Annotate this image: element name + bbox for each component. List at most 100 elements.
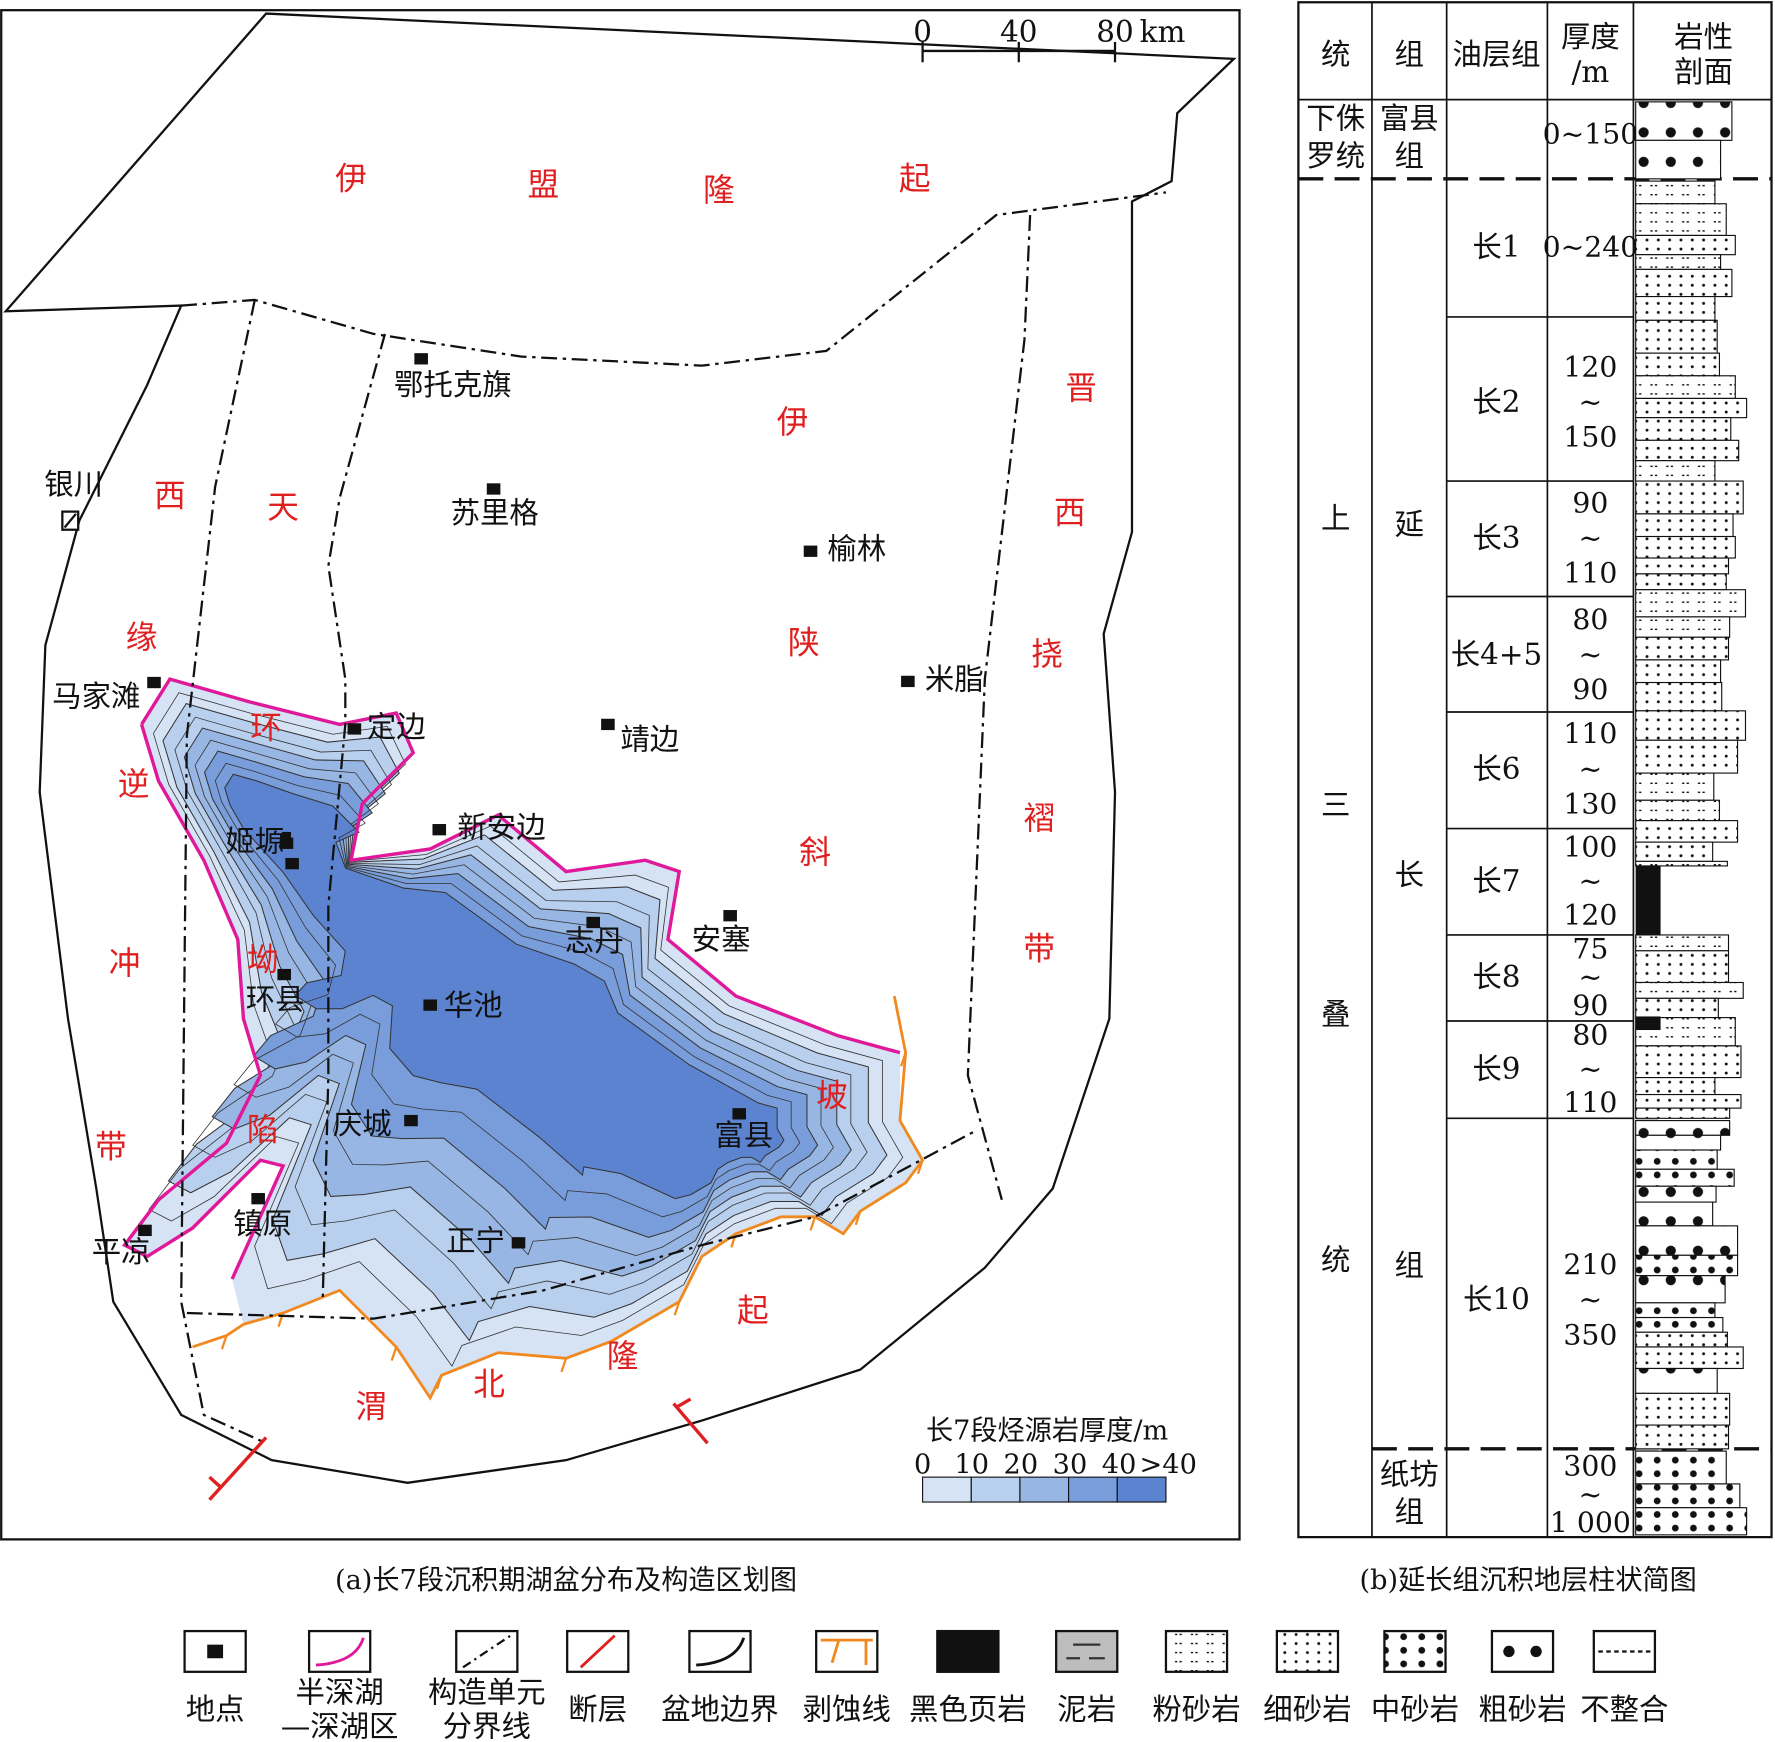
place-label: 安塞 xyxy=(692,923,751,957)
lithology-bed xyxy=(1635,535,1736,559)
erosion-tick xyxy=(560,1357,568,1373)
fault xyxy=(672,1402,709,1445)
lithology-bed xyxy=(1635,417,1732,441)
lithology-bed xyxy=(1635,557,1730,575)
fault-tick xyxy=(208,1475,222,1489)
oil-layer-label: 长10 xyxy=(1463,1283,1530,1317)
place-marker xyxy=(486,483,501,495)
lithology-bed xyxy=(1635,375,1736,399)
erosion-tick xyxy=(390,1346,398,1361)
thickness-label: 1 000 xyxy=(1550,1506,1631,1539)
thickness-tick-label: 0 xyxy=(914,1449,931,1480)
thickness-swatch xyxy=(1019,1476,1070,1503)
unit-boundary xyxy=(186,1130,975,1320)
place-marker xyxy=(277,968,291,981)
region-label: 坳 xyxy=(247,943,279,979)
region-label: 挠 xyxy=(1031,637,1063,673)
series-label: 上 xyxy=(1321,502,1350,536)
lithology-bed xyxy=(1635,139,1722,180)
thickness-label: 80 xyxy=(1572,603,1608,636)
lithology-bed xyxy=(1635,1346,1744,1370)
thickness-tick-label: 30 xyxy=(1053,1449,1088,1480)
lithology-bed xyxy=(1635,1149,1718,1170)
thickness-label: 150 xyxy=(1563,421,1617,454)
header: 厚度 xyxy=(1561,20,1620,54)
fault xyxy=(208,1436,268,1501)
place-marker xyxy=(147,676,161,689)
thickness-label: 120 xyxy=(1563,351,1617,384)
stratigraphic-column: 统组油层组厚度/m岩性剖面下侏罗统上三叠统富县组延长组纸坊组0~150长1 0~2… xyxy=(1298,2,1772,1596)
erosion-tick xyxy=(809,1216,817,1231)
legend-label: —深湖区 xyxy=(281,1709,399,1742)
lithology-bed xyxy=(1635,589,1747,618)
thickness-label: 110 xyxy=(1563,1086,1617,1119)
place-label: 银川 xyxy=(44,468,103,502)
thickness-swatch xyxy=(1116,1476,1167,1503)
thickness-legend-title: 长7段烃源岩厚度/m xyxy=(926,1415,1169,1446)
lithology-bed xyxy=(1635,1302,1716,1319)
scale-unit: km xyxy=(1140,15,1186,49)
thickness-label: ~ xyxy=(1579,386,1603,419)
place-label: 环县 xyxy=(246,983,305,1017)
header: 组 xyxy=(1395,38,1424,72)
thickness-label: 120 xyxy=(1563,898,1617,931)
place-marker xyxy=(281,831,291,848)
thickness-swatch xyxy=(922,1476,972,1503)
oil-layer-label: 长3 xyxy=(1472,521,1520,555)
region-label: 陷 xyxy=(247,1112,279,1148)
series-label: 下侏 xyxy=(1306,102,1365,136)
legend-symbol xyxy=(1383,1629,1447,1673)
lithology-bed xyxy=(1635,439,1740,462)
lithology-bed xyxy=(1635,1168,1735,1187)
place-marker xyxy=(723,910,737,922)
header: 油层组 xyxy=(1452,38,1540,72)
lithology-bed xyxy=(1635,1201,1714,1227)
unit-boundary xyxy=(966,215,1032,1201)
lithology-bed xyxy=(1635,480,1744,515)
legend-symbol xyxy=(1490,1629,1555,1673)
region-label: 逆 xyxy=(118,767,150,803)
region-label: 伊 xyxy=(335,162,367,198)
thickness-label: 350 xyxy=(1563,1318,1617,1351)
thickness-label: ~ xyxy=(1579,521,1603,554)
column-frame xyxy=(1297,1,1773,1539)
oil-layer-label: 长8 xyxy=(1472,960,1520,994)
lithology-bed xyxy=(1635,1424,1730,1450)
region-label: 北 xyxy=(473,1367,505,1403)
place-label: 华池 xyxy=(444,988,503,1022)
region-label: 冲 xyxy=(109,946,141,982)
thickness-label: 90 xyxy=(1572,989,1608,1022)
thickness-label: ~ xyxy=(1579,1052,1603,1085)
contour xyxy=(174,716,868,1310)
thickness-tick-label: 20 xyxy=(1004,1449,1039,1480)
thickness-label: ~ xyxy=(1579,638,1603,671)
lithology-bed xyxy=(1635,739,1739,774)
oil-layer-label: 长4+5 xyxy=(1451,638,1542,672)
lithology-bed xyxy=(1635,254,1722,270)
place-label: 镇原 xyxy=(233,1207,292,1241)
thickness-label: ~ xyxy=(1579,961,1603,994)
region-label: 伊 xyxy=(777,405,809,441)
black-shale xyxy=(1635,865,1661,935)
thickness-label: 80 xyxy=(1572,1018,1608,1051)
semi-deep-lake-line xyxy=(140,677,901,1055)
lithology-bed xyxy=(1635,295,1716,321)
formation-label: 长 xyxy=(1395,858,1424,892)
series-label: 统 xyxy=(1321,1243,1350,1277)
legend-symbol xyxy=(207,1644,224,1659)
erosion-tick xyxy=(900,1052,907,1067)
erosion-tick xyxy=(854,1210,862,1226)
scale-label: 40 xyxy=(1000,15,1037,49)
region-label: 隆 xyxy=(703,173,735,209)
thickness-swatch xyxy=(970,1476,1021,1503)
lithology-bed xyxy=(1635,981,1744,999)
thickness-tick-label: >40 xyxy=(1140,1449,1197,1480)
region-label: 西 xyxy=(154,479,186,515)
place-marker xyxy=(732,1108,747,1120)
contour xyxy=(148,692,904,1367)
thickness-tick-label: 10 xyxy=(954,1449,989,1480)
legend-label: 粗砂岩 xyxy=(1478,1692,1566,1726)
region-label: 天 xyxy=(267,490,299,526)
formation-label: 组 xyxy=(1395,1495,1424,1529)
